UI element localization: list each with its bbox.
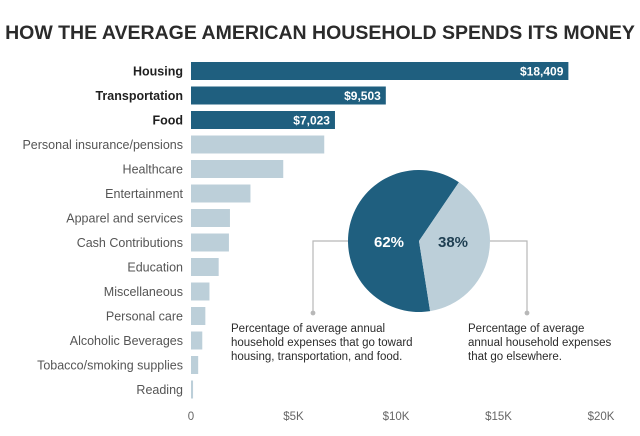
annotation-essentials-line: household expenses that go toward bbox=[231, 337, 413, 349]
annotation-other-line: that go elsewhere. bbox=[468, 351, 562, 363]
bar-education bbox=[191, 258, 219, 276]
category-label-personal-care: Personal care bbox=[106, 310, 183, 324]
bar-healthcare bbox=[191, 160, 284, 178]
connector-line-essentials bbox=[312, 240, 348, 313]
value-label-housing: $18,409 bbox=[520, 65, 564, 79]
bar-tobacco-smoking-supplies bbox=[191, 356, 199, 374]
bar-personal-insurance-pensions bbox=[191, 135, 325, 154]
x-tick-label: $20K bbox=[588, 411, 615, 423]
connector-line-other bbox=[490, 240, 528, 313]
category-label-healthcare: Healthcare bbox=[123, 163, 183, 177]
category-label-entertainment: Entertainment bbox=[105, 187, 183, 201]
category-label-alcoholic-beverages: Alcoholic Beverages bbox=[70, 334, 183, 348]
pie-slice-essentials bbox=[347, 169, 459, 312]
category-label-personal-insurance-pensions: Personal insurance/pensions bbox=[22, 138, 183, 152]
annotation-other-line: annual household expenses bbox=[468, 337, 611, 349]
annotation-essentials-line: housing, transportation, and food. bbox=[231, 351, 402, 363]
inset-pie-chart: 62% 38% Percentage of average annual househ… bbox=[231, 169, 611, 363]
pie-slice-other bbox=[419, 182, 490, 312]
category-label-transportation: Transportation bbox=[95, 89, 183, 103]
x-axis: 0 $5K $10K $15K $20K bbox=[188, 411, 615, 423]
bar-transportation bbox=[191, 86, 386, 105]
category-label-housing: Housing bbox=[133, 65, 183, 79]
x-tick-label: $5K bbox=[283, 411, 304, 423]
pie-label-essentials: 62% bbox=[374, 234, 404, 251]
category-label-miscellaneous: Miscellaneous bbox=[104, 285, 183, 299]
x-tick-label: $10K bbox=[383, 411, 410, 423]
bar-food bbox=[191, 111, 335, 129]
bar-apparel-and-services bbox=[191, 209, 230, 227]
x-tick-label: $15K bbox=[485, 411, 512, 423]
bar-series: Housing $18,409 Transportation $9,503 Food $7… bbox=[22, 62, 569, 399]
bar-alcoholic-beverages bbox=[191, 331, 203, 350]
x-tick-label: 0 bbox=[188, 411, 194, 423]
category-label-reading: Reading bbox=[136, 383, 183, 397]
bar-entertainment bbox=[191, 184, 251, 203]
value-label-food: $7,023 bbox=[293, 114, 330, 128]
category-label-education: Education bbox=[127, 261, 183, 275]
pie-label-other: 38% bbox=[438, 234, 468, 251]
annotation-essentials-line: Percentage of average annual bbox=[231, 323, 385, 335]
bar-reading bbox=[191, 380, 194, 399]
category-label-apparel-and-services: Apparel and services bbox=[66, 212, 183, 226]
category-label-tobacco-smoking-supplies: Tobacco/smoking supplies bbox=[37, 359, 183, 373]
connector-dot-essentials bbox=[310, 310, 316, 316]
annotation-essentials: Percentage of average annual household ex… bbox=[231, 323, 413, 363]
annotation-other: Percentage of average annual household ex… bbox=[468, 323, 611, 363]
connector-dot-other bbox=[524, 310, 530, 316]
value-label-transportation: $9,503 bbox=[344, 89, 381, 103]
category-label-cash-contributions: Cash Contributions bbox=[77, 236, 183, 250]
bar-housing bbox=[191, 62, 569, 80]
annotation-other-line: Percentage of average bbox=[468, 323, 584, 335]
bar-cash-contributions bbox=[191, 233, 229, 252]
bar-personal-care bbox=[191, 307, 206, 325]
category-label-food: Food bbox=[152, 114, 183, 128]
bar-miscellaneous bbox=[191, 282, 210, 301]
chart-title: HOW THE AVERAGE AMERICAN HOUSEHOLD SPEND… bbox=[5, 22, 635, 44]
